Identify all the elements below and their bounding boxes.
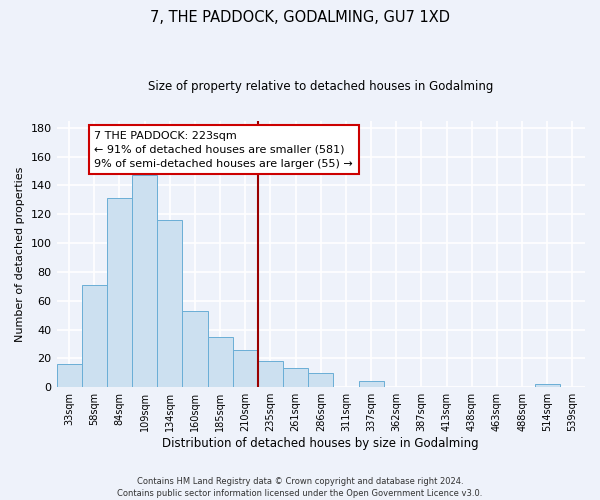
Bar (107, 198, 132, 387)
Bar (82, 285, 107, 387)
Y-axis label: Number of detached properties: Number of detached properties (15, 166, 25, 342)
Bar (359, 382, 383, 387)
Bar (157, 220, 182, 387)
Bar (182, 311, 208, 387)
Text: 7 THE PADDOCK: 223sqm
← 91% of detached houses are smaller (581)
9% of semi-deta: 7 THE PADDOCK: 223sqm ← 91% of detached … (94, 130, 353, 168)
X-axis label: Distribution of detached houses by size in Godalming: Distribution of detached houses by size … (163, 437, 479, 450)
Text: 7, THE PADDOCK, GODALMING, GU7 1XD: 7, THE PADDOCK, GODALMING, GU7 1XD (150, 10, 450, 25)
Bar (308, 373, 334, 387)
Text: Contains HM Land Registry data © Crown copyright and database right 2024.
Contai: Contains HM Land Registry data © Crown c… (118, 476, 482, 498)
Bar (535, 384, 560, 387)
Bar (283, 368, 308, 387)
Bar (208, 337, 233, 387)
Bar (258, 362, 283, 387)
Bar (233, 350, 258, 387)
Bar (132, 176, 157, 387)
Bar (56, 364, 82, 387)
Title: Size of property relative to detached houses in Godalming: Size of property relative to detached ho… (148, 80, 493, 93)
